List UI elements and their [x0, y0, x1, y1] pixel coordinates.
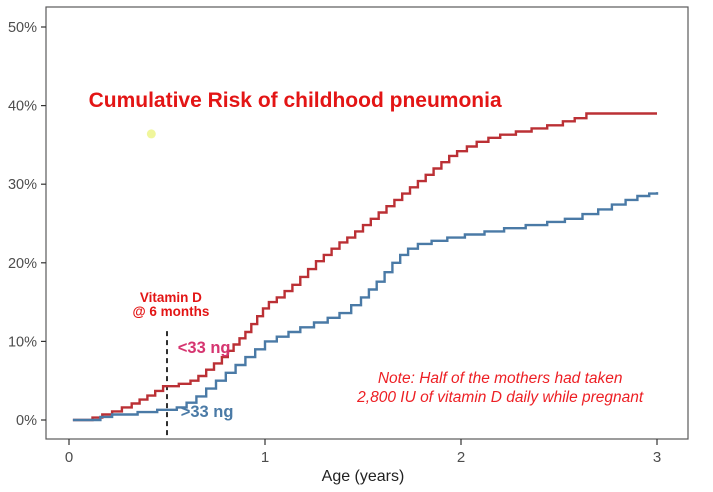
- risk-curve-gt33: [72, 192, 659, 422]
- vitamin-d-annotation-line1: Vitamin D: [139, 289, 202, 305]
- x-axis-tick-label: 3: [653, 449, 661, 466]
- x-axis-title: Age (years): [322, 468, 405, 485]
- series-label-gt33: >33 ng: [180, 402, 234, 421]
- risk-curve-lt33: [72, 112, 657, 422]
- y-axis-tick-label: 20%: [8, 256, 37, 272]
- series-label-lt33: <33 ng: [177, 338, 231, 357]
- note-text-line2: 2,800 IU of vitamin D daily while pregna…: [357, 389, 644, 407]
- y-axis-tick-label: 30%: [8, 177, 37, 193]
- y-axis-tick-label: 0%: [16, 413, 37, 429]
- x-axis-tick-label: 2: [457, 449, 465, 466]
- y-axis-tick-label: 10%: [8, 334, 37, 350]
- y-axis-tick-label: 50%: [8, 20, 37, 36]
- vitamin-d-annotation-line2: @ 6 months: [132, 304, 210, 320]
- chart-title: Cumulative Risk of childhood pneumonia: [88, 89, 502, 113]
- note-text-line1: Note: Half of the mothers had taken: [377, 369, 623, 387]
- highlight-dot: [146, 129, 156, 139]
- plot-panel-border: [45, 6, 689, 440]
- y-axis-tick-label: 40%: [8, 99, 37, 115]
- x-axis-tick-label: 0: [65, 449, 73, 466]
- x-axis-tick-label: 1: [261, 449, 269, 466]
